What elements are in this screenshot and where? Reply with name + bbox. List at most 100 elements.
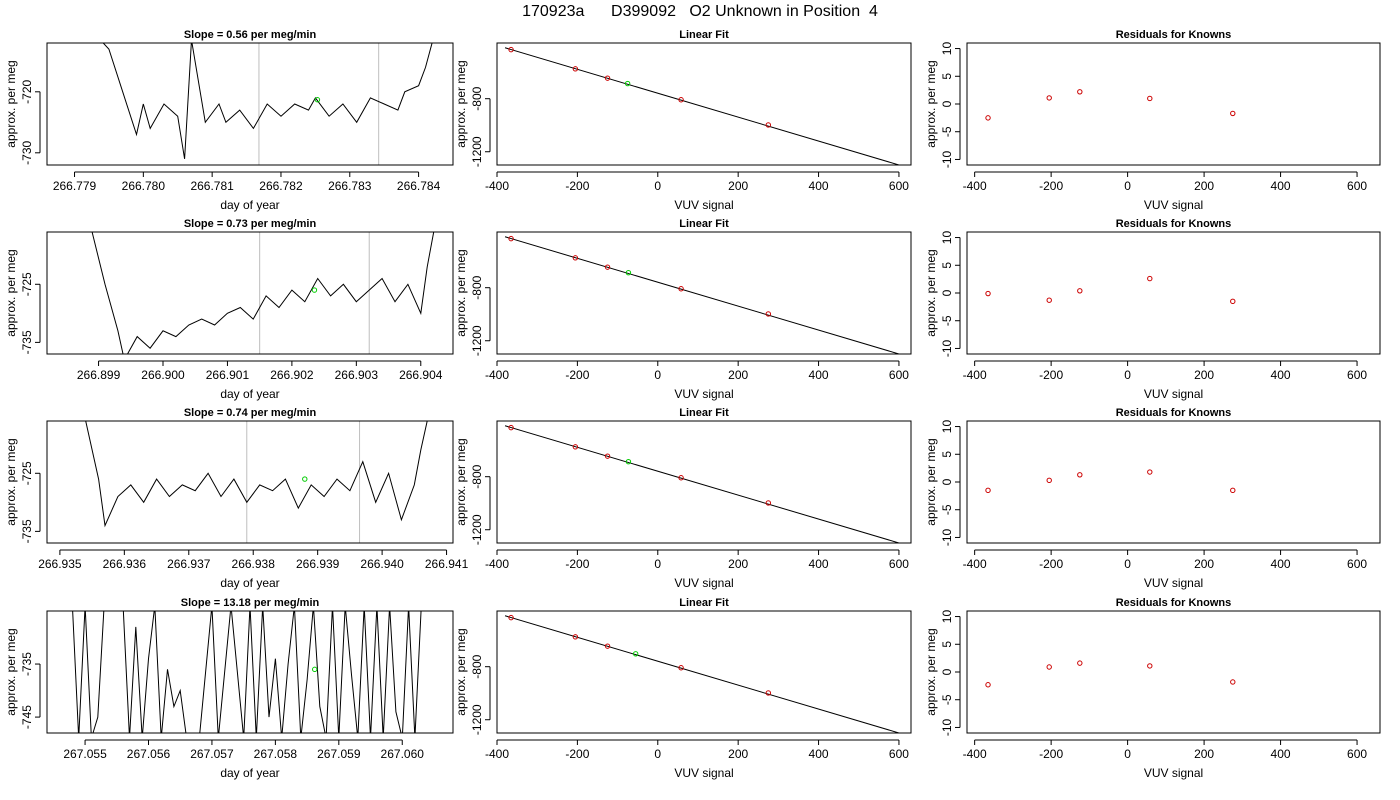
- residual-point: [1147, 95, 1153, 102]
- x-tick-label: 266.903: [335, 368, 379, 382]
- y-tick-label: 5: [940, 451, 954, 458]
- plot-data: [72, 611, 422, 733]
- known-point: [604, 643, 611, 649]
- x-tick-label: 400: [809, 368, 829, 382]
- series-line: [72, 611, 422, 733]
- plot-frame: [966, 420, 1381, 544]
- residual-point: [985, 487, 991, 494]
- y-tick-label: 10: [940, 42, 954, 56]
- plot-data: [504, 614, 901, 733]
- x-tick-label: -200: [1039, 368, 1063, 382]
- unknown-point: [632, 651, 639, 657]
- x-axis: 266.899 266.900 266.901 266.902 266.903 266.9…: [77, 360, 443, 382]
- plot-data: [985, 469, 1236, 494]
- plot-frame: [496, 231, 912, 355]
- unknown-point: [302, 476, 308, 482]
- y-tick-label: -735: [20, 519, 34, 543]
- x-tick-label: -200: [565, 747, 589, 761]
- x-tick-label: -400: [485, 557, 509, 571]
- y-axis-label: approx. per meg: [924, 438, 938, 525]
- fit-line: [504, 615, 901, 733]
- x-tick-label: 266.904: [399, 368, 443, 382]
- plot-title: Residuals for Knowns: [1116, 407, 1232, 419]
- residual-point: [1147, 663, 1153, 669]
- x-axis-label: VUV signal: [1144, 387, 1203, 401]
- x-axis-label: day of year: [220, 576, 279, 590]
- plot-frame: [46, 231, 454, 355]
- residual-point: [985, 682, 991, 688]
- x-axis-label: VUV signal: [1144, 576, 1203, 590]
- series-line: [91, 232, 435, 354]
- plot-title: Slope = 0.56 per meg/min: [184, 29, 317, 41]
- y-axis: -725 -735: [20, 272, 41, 354]
- x-tick-label: 200: [728, 179, 748, 193]
- x-tick-label: 0: [1124, 557, 1131, 571]
- known-point: [765, 690, 772, 696]
- x-axis: -400 -200 0 200 400 600: [963, 549, 1367, 571]
- x-axis-label: VUV signal: [674, 766, 733, 780]
- unknown-point: [312, 666, 318, 673]
- known-point: [678, 475, 684, 481]
- x-axis: -400 -200 0 200 400 600: [485, 171, 909, 193]
- y-tick-label: -10: [940, 528, 954, 546]
- y-tick-label: -800: [470, 86, 484, 110]
- y-tick-label: -730: [20, 140, 34, 164]
- panel-fit-3: Linear Fit -400 -200 0 200 400 600 VUV signal -8…: [454, 407, 912, 590]
- y-axis: -720 -730: [20, 79, 41, 165]
- y-tick-label: 0: [940, 478, 954, 485]
- unknown-point: [311, 287, 318, 293]
- y-axis-label: approx. per meg: [454, 628, 468, 715]
- y-tick-label: -1200: [470, 514, 484, 545]
- x-tick-label: 0: [1124, 179, 1131, 193]
- y-axis: -800 -1200: [470, 275, 491, 356]
- known-point: [572, 66, 579, 72]
- y-tick-label: 0: [940, 289, 954, 296]
- y-tick-label: -5: [940, 504, 954, 515]
- x-tick-label: 267.057: [190, 747, 234, 761]
- plot-title: Slope = 0.74 per meg/min: [184, 407, 317, 419]
- x-tick-label: -400: [485, 747, 509, 761]
- y-tick-label: 10: [940, 420, 954, 434]
- known-point: [572, 634, 579, 640]
- x-tick-label: 0: [654, 557, 661, 571]
- panel-residuals-4: Residuals for Knowns -400 -200 0 200 400 600 VU…: [924, 597, 1381, 780]
- x-tick-label: 400: [809, 179, 829, 193]
- x-axis-label: VUV signal: [674, 576, 733, 590]
- plot-title: Residuals for Knowns: [1116, 597, 1232, 609]
- series-line: [102, 43, 433, 159]
- x-axis-label: day of year: [220, 387, 279, 401]
- x-tick-label: 266.939: [296, 557, 340, 571]
- known-point: [508, 614, 514, 621]
- x-tick-label: 266.784: [397, 179, 441, 193]
- fit-line: [504, 47, 901, 165]
- plot-frame: [966, 42, 1381, 166]
- y-tick-label: -1200: [470, 325, 484, 356]
- x-tick-label: 0: [654, 747, 661, 761]
- x-tick-label: 600: [1347, 179, 1367, 193]
- x-tick-label: 266.937: [167, 557, 211, 571]
- residual-point: [1077, 660, 1083, 666]
- y-tick-label: -800: [470, 275, 484, 299]
- y-tick-label: 5: [940, 641, 954, 648]
- x-tick-label: -200: [565, 368, 589, 382]
- plot-data: [91, 232, 435, 354]
- x-tick-label: 600: [1347, 557, 1367, 571]
- x-tick-label: -200: [565, 557, 589, 571]
- y-tick-label: -10: [940, 150, 954, 168]
- x-tick-label: 400: [1271, 747, 1291, 761]
- unknown-point: [625, 270, 632, 276]
- y-axis-label: approx. per meg: [4, 60, 18, 147]
- plot-title: Residuals for Knowns: [1116, 218, 1232, 230]
- residual-point: [1077, 288, 1083, 294]
- y-tick-label: -5: [940, 315, 954, 326]
- y-tick-label: 10: [940, 610, 954, 624]
- x-tick-label: -200: [565, 179, 589, 193]
- y-axis: -800 -1200: [470, 464, 491, 545]
- x-tick-label: -400: [963, 368, 987, 382]
- x-tick-label: 266.900: [141, 368, 185, 382]
- x-tick-label: 200: [1194, 179, 1214, 193]
- page-title: 170923a D399092 O2 Unknown in Position 4: [522, 3, 878, 20]
- x-tick-label: 266.779: [53, 179, 97, 193]
- x-tick-label: 0: [1124, 747, 1131, 761]
